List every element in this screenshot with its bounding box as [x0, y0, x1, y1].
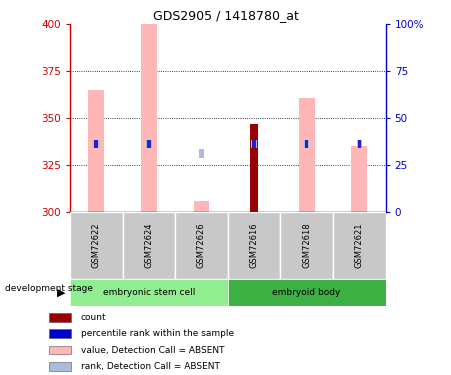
- Bar: [94, 140, 98, 148]
- Bar: [251, 140, 257, 148]
- Text: percentile rank within the sample: percentile rank within the sample: [81, 330, 234, 339]
- Text: GSM72624: GSM72624: [144, 223, 153, 268]
- Bar: [175, 212, 228, 279]
- Bar: [199, 149, 204, 158]
- Bar: [351, 146, 367, 212]
- Bar: [147, 140, 151, 148]
- Bar: [252, 140, 256, 148]
- Bar: [70, 212, 123, 279]
- Bar: [228, 279, 386, 306]
- Text: GSM72621: GSM72621: [355, 223, 364, 268]
- Bar: [49, 313, 71, 321]
- Text: value, Detection Call = ABSENT: value, Detection Call = ABSENT: [81, 346, 224, 355]
- Text: development stage: development stage: [5, 284, 92, 293]
- Text: GDS2905 / 1418780_at: GDS2905 / 1418780_at: [152, 9, 299, 22]
- Bar: [358, 140, 361, 148]
- Text: GSM72618: GSM72618: [302, 223, 311, 268]
- Bar: [305, 140, 308, 148]
- Bar: [70, 279, 228, 306]
- Text: GSM72626: GSM72626: [197, 223, 206, 268]
- Bar: [299, 98, 315, 212]
- Bar: [333, 212, 386, 279]
- Bar: [49, 346, 71, 354]
- Bar: [93, 140, 99, 148]
- Text: count: count: [81, 313, 106, 322]
- Bar: [49, 362, 71, 371]
- Bar: [281, 212, 333, 279]
- Bar: [193, 201, 209, 212]
- Text: embryoid body: embryoid body: [272, 288, 341, 297]
- Bar: [228, 212, 281, 279]
- Text: ▶: ▶: [57, 288, 65, 297]
- Text: rank, Detection Call = ABSENT: rank, Detection Call = ABSENT: [81, 362, 220, 371]
- Text: embryonic stem cell: embryonic stem cell: [103, 288, 195, 297]
- Text: GSM72616: GSM72616: [249, 223, 258, 268]
- Bar: [357, 140, 362, 148]
- Bar: [250, 124, 258, 212]
- Bar: [88, 90, 104, 212]
- Bar: [146, 140, 152, 148]
- Text: GSM72622: GSM72622: [92, 223, 101, 268]
- Bar: [141, 24, 157, 212]
- Bar: [49, 329, 71, 338]
- Bar: [304, 140, 309, 148]
- Bar: [123, 212, 175, 279]
